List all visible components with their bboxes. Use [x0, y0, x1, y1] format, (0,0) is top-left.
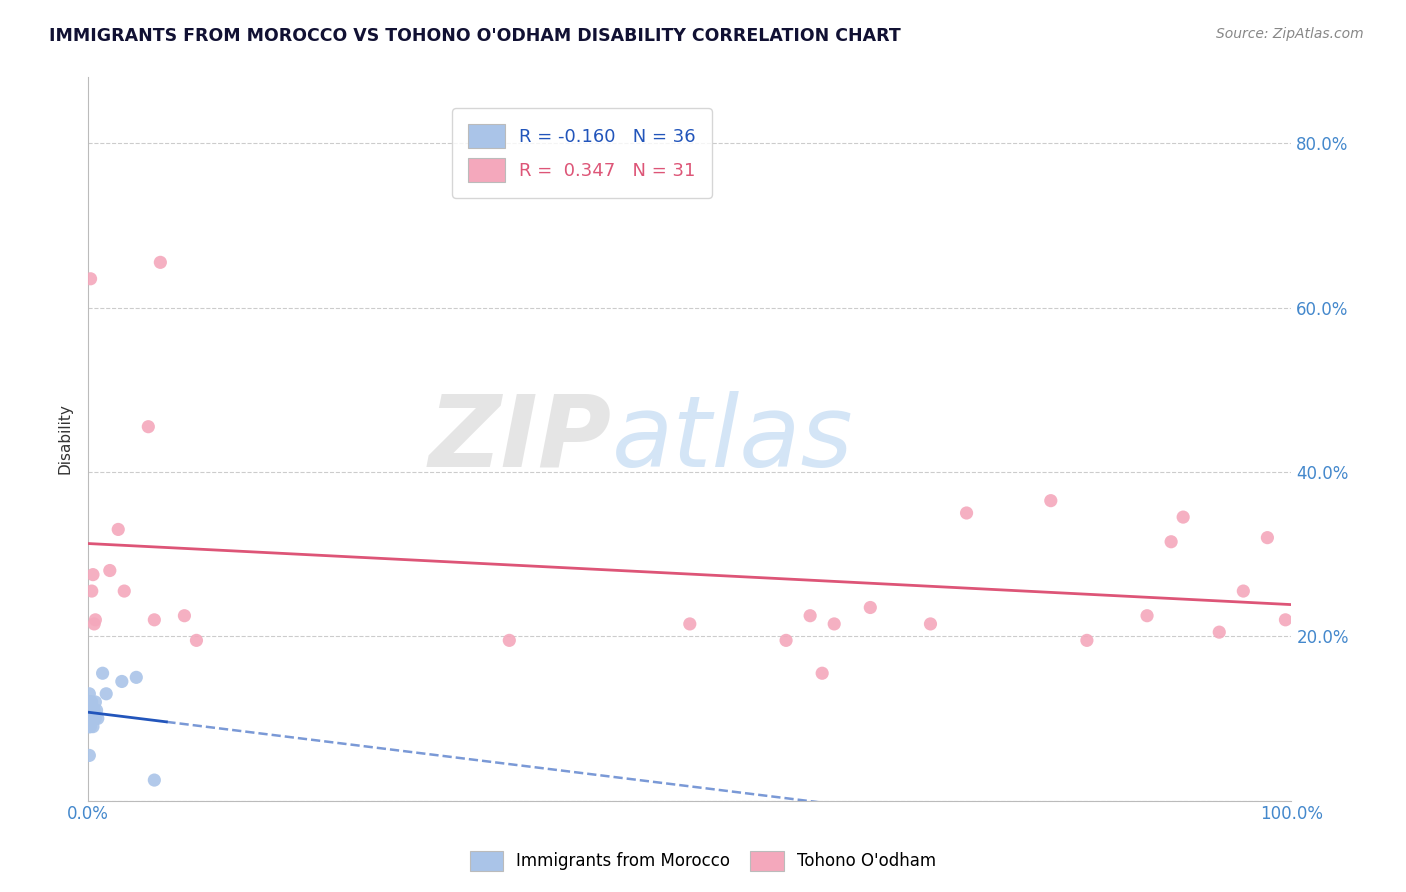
Point: [79, 695, 101, 709]
Point: [859, 600, 882, 615]
Point: [83, 703, 105, 717]
Point: [84, 711, 107, 725]
Point: [149, 255, 172, 269]
Point: [80, 711, 103, 725]
Point: [920, 616, 942, 631]
Text: IMMIGRANTS FROM MOROCCO VS TOHONO O'ODHAM DISABILITY CORRELATION CHART: IMMIGRANTS FROM MOROCCO VS TOHONO O'ODHA…: [49, 27, 901, 45]
Point: [80, 703, 103, 717]
Point: [79, 687, 101, 701]
Legend: R = -0.160   N = 36, R =  0.347   N = 31: R = -0.160 N = 36, R = 0.347 N = 31: [453, 108, 711, 198]
Point: [79, 711, 101, 725]
Point: [107, 523, 129, 537]
Point: [955, 506, 977, 520]
Y-axis label: Disability: Disability: [58, 403, 72, 475]
Point: [1076, 633, 1098, 648]
Text: atlas: atlas: [612, 391, 853, 488]
Point: [98, 564, 121, 578]
Point: [143, 613, 166, 627]
Point: [80, 711, 103, 725]
Text: Source: ZipAtlas.com: Source: ZipAtlas.com: [1216, 27, 1364, 41]
Point: [91, 666, 114, 681]
Point: [86, 703, 108, 717]
Point: [79, 711, 101, 725]
Point: [79, 703, 101, 717]
Point: [79, 711, 101, 725]
Point: [173, 608, 195, 623]
Point: [125, 670, 148, 684]
Point: [83, 616, 105, 631]
Point: [143, 773, 166, 788]
Point: [1173, 510, 1195, 524]
Point: [1274, 613, 1296, 627]
Point: [83, 711, 105, 725]
Point: [1160, 534, 1182, 549]
Point: [823, 616, 845, 631]
Point: [111, 674, 134, 689]
Point: [82, 703, 104, 717]
Legend: Immigrants from Morocco, Tohono O'odham: Immigrants from Morocco, Tohono O'odham: [461, 842, 945, 880]
Point: [84, 613, 107, 627]
Point: [79, 711, 101, 725]
Point: [1232, 584, 1254, 599]
Point: [79, 711, 101, 725]
Point: [811, 666, 834, 681]
Point: [82, 711, 104, 725]
Point: [1039, 493, 1062, 508]
Point: [186, 633, 208, 648]
Point: [79, 703, 101, 717]
Point: [80, 584, 103, 599]
Point: [79, 720, 101, 734]
Point: [79, 695, 101, 709]
Point: [112, 584, 135, 599]
Point: [1136, 608, 1159, 623]
Point: [82, 567, 104, 582]
Point: [79, 703, 101, 717]
Point: [1256, 531, 1278, 545]
Point: [79, 748, 101, 763]
Text: ZIP: ZIP: [429, 391, 612, 488]
Point: [79, 695, 101, 709]
Point: [84, 695, 107, 709]
Point: [79, 703, 101, 717]
Point: [799, 608, 821, 623]
Point: [1208, 625, 1230, 640]
Point: [775, 633, 797, 648]
Point: [96, 687, 118, 701]
Point: [679, 616, 702, 631]
Point: [79, 720, 101, 734]
Point: [82, 720, 104, 734]
Point: [498, 633, 520, 648]
Point: [79, 711, 101, 725]
Point: [87, 711, 110, 725]
Point: [80, 695, 103, 709]
Point: [79, 272, 101, 286]
Point: [79, 720, 101, 734]
Point: [136, 419, 159, 434]
